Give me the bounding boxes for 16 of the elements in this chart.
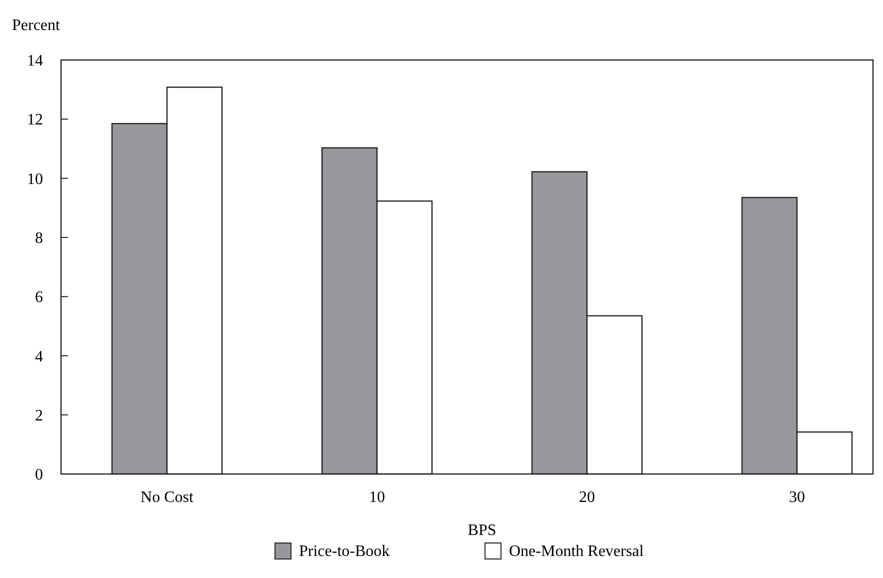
legend-label: One-Month Reversal — [509, 543, 644, 560]
y-tick-label: 14 — [27, 52, 43, 70]
y-tick-label: 12 — [27, 112, 43, 129]
y-tick-label: 10 — [27, 170, 43, 188]
y-tick-label: 4 — [35, 348, 43, 366]
y-tick-label: 0 — [35, 466, 43, 484]
legend-label: Price-to-Book — [299, 543, 390, 560]
y-tick-label: 6 — [35, 289, 43, 306]
x-tick-label: No Cost — [140, 489, 194, 506]
x-tick-label: 30 — [789, 489, 805, 506]
y-tick-label: 8 — [35, 230, 43, 248]
x-tick-label: 20 — [579, 489, 595, 506]
x-tick-label: 10 — [369, 489, 385, 506]
y-axis-title: Percent — [12, 17, 61, 34]
y-tick-label: 2 — [35, 407, 43, 424]
x-axis-title: BPS — [468, 522, 496, 539]
